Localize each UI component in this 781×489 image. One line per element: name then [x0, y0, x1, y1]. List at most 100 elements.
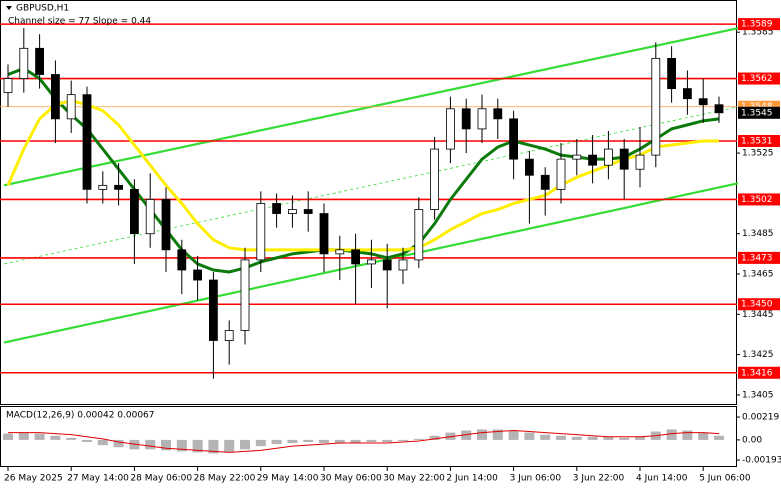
candle-body [3, 78, 13, 94]
candle-body [540, 174, 550, 190]
macd-bar [603, 436, 614, 440]
candle-body [698, 98, 708, 106]
level-label: 1.3473 [741, 253, 773, 263]
macd-bar [287, 439, 298, 444]
x-tick-label: 2 Jun 14:00 [446, 474, 498, 484]
macd-bar [161, 439, 171, 451]
menu-arrow [6, 6, 12, 10]
chart-subtitle: Channel size = 77 Slope = 0.44 [8, 17, 151, 27]
macd-bar [82, 439, 92, 442]
candle-body [82, 94, 92, 190]
channel-middle [3, 106, 739, 265]
x-tick-label: 29 May 14:00 [257, 474, 319, 484]
macd-bar [224, 439, 235, 453]
macd-bar [698, 432, 709, 440]
candle-body [635, 154, 645, 170]
macd-title: MACD(12,26,9) 0.00042 0.00067 [6, 411, 155, 421]
main-panel [0, 0, 737, 405]
candle-body [19, 47, 29, 79]
candle-body [588, 154, 597, 166]
macd-bar [240, 439, 250, 450]
y-tick-label: 1.3485 [742, 229, 774, 239]
candle-body [683, 88, 692, 100]
candle-body [382, 259, 392, 271]
bid-label: 1.3545 [741, 108, 773, 118]
macd-bar [129, 439, 140, 450]
y-tick-label: 1.3425 [742, 350, 774, 360]
candle-body [714, 104, 724, 114]
candle-body [493, 108, 503, 120]
level-label: 1.3450 [741, 300, 773, 310]
moving-average [6, 99, 719, 252]
macd-bar [461, 430, 472, 440]
candle-body [35, 47, 44, 75]
y-tick-label: 1.3445 [742, 310, 774, 320]
macd-signal [8, 430, 720, 453]
candle-body [366, 259, 376, 265]
candle-body [351, 249, 361, 265]
macd-bar [508, 430, 519, 440]
candle-body [303, 209, 313, 214]
macd-bar [271, 439, 282, 445]
candle-body [145, 199, 155, 235]
macd-bar [192, 439, 203, 453]
y-tick-label: 1.3585 [742, 28, 774, 38]
macd-tick-label: -0.00193 [742, 456, 781, 466]
level-label-box [738, 251, 780, 264]
level-label-box [738, 72, 780, 85]
macd-bar [97, 439, 108, 446]
x-tick-label: 4 Jun 14:00 [636, 474, 688, 484]
macd-bar [176, 439, 187, 452]
macd-tick-label: 0.00219 [742, 413, 779, 423]
level-label: 1.3562 [741, 74, 773, 84]
macd-bar [682, 430, 693, 440]
candle-body [161, 199, 171, 251]
candle-body [177, 249, 187, 271]
macd-bar [34, 433, 45, 440]
macd-bar [350, 439, 361, 444]
x-tick-label: 3 Jun 06:00 [510, 474, 562, 484]
candle-body [224, 330, 234, 341]
macd-bar [556, 435, 566, 440]
level-label-box [738, 366, 780, 379]
y-tick-label: 1.3525 [742, 149, 774, 159]
level-label: 1.3531 [741, 137, 773, 147]
bid-box [738, 106, 780, 119]
macd-bar [382, 439, 393, 442]
moving-average [7, 66, 720, 274]
candle-body [619, 148, 629, 170]
macd-tick-label: 0.00 [742, 435, 762, 445]
candle-body [272, 203, 282, 214]
macd-bar [334, 439, 345, 444]
macd-bar [319, 439, 329, 444]
macd-bar [50, 435, 61, 440]
candle-body [129, 188, 139, 235]
macd-bar [524, 432, 535, 440]
x-tick-label: 28 May 22:00 [194, 474, 256, 484]
macd-bar [492, 429, 503, 440]
candle-body [208, 279, 218, 341]
x-tick-label: 3 Jun 22:00 [573, 474, 625, 484]
macd-bar [635, 436, 645, 440]
macd-bar [3, 433, 13, 440]
macd-bar [303, 439, 314, 442]
candle-body [114, 184, 123, 190]
candle-body [98, 184, 108, 190]
macd-bar [429, 435, 440, 440]
candle-body [477, 108, 487, 130]
candle-body [319, 213, 329, 255]
candle-body [509, 118, 519, 160]
candle-body [572, 154, 582, 160]
y-tick-label: 1.3465 [742, 270, 774, 280]
macd-bar [587, 436, 598, 440]
level-label-box [738, 298, 780, 311]
y-tick-label: 1.3405 [742, 390, 774, 400]
candle-body [604, 148, 613, 166]
candle-body [240, 259, 250, 331]
x-tick-label: 5 Jun 06:00 [699, 474, 751, 484]
macd-bar [66, 437, 77, 440]
candle-body [66, 94, 76, 120]
candle-body [256, 203, 266, 261]
macd-bar [113, 439, 124, 448]
